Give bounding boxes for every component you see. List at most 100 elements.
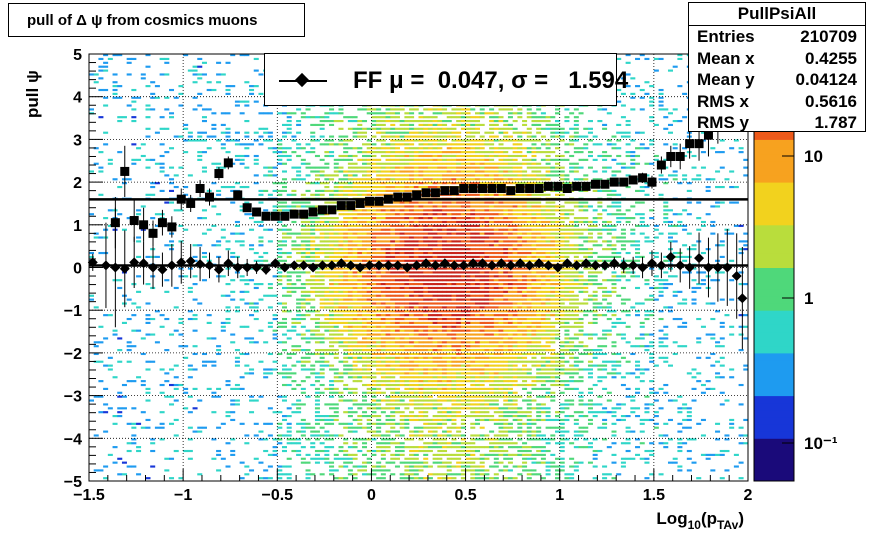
heatmap-cell <box>423 345 429 348</box>
heatmap-cell <box>493 383 499 387</box>
heatmap-cell <box>432 108 438 111</box>
heatmap-cell <box>329 178 335 181</box>
heatmap-cell <box>390 329 396 332</box>
heatmap-cell <box>234 240 240 243</box>
heatmap-cell <box>296 286 302 290</box>
heatmap-cell <box>446 228 452 231</box>
heatmap-cell <box>409 139 415 142</box>
heatmap-cell <box>470 415 476 418</box>
heatmap-cell <box>451 166 457 169</box>
heatmap-cell <box>277 271 283 274</box>
heatmap-cell <box>418 364 424 367</box>
heatmap-cell <box>263 131 269 134</box>
heatmap-cell <box>366 174 372 177</box>
heatmap-cell <box>145 116 151 119</box>
heatmap-cell <box>404 224 410 227</box>
heatmap-cell <box>460 399 466 402</box>
heatmap-cell <box>164 279 170 282</box>
heatmap-cell <box>437 166 443 169</box>
heatmap-cell <box>305 368 311 371</box>
heatmap-cell <box>399 127 405 130</box>
heatmap-cell <box>432 119 438 123</box>
heatmap-cell <box>253 158 259 161</box>
heatmap-cell <box>239 143 245 146</box>
heatmap-cell <box>413 418 419 422</box>
heatmap-cell <box>324 174 330 177</box>
heatmap-cell <box>385 279 391 282</box>
heatmap-cell <box>366 368 372 371</box>
heatmap-cell <box>324 255 330 258</box>
heatmap-cell <box>136 96 142 99</box>
heatmap-cell <box>498 224 504 227</box>
heatmap-cell <box>474 329 480 332</box>
heatmap-cell <box>380 407 386 410</box>
heatmap-cell <box>479 314 485 317</box>
heatmap-cell <box>296 438 302 441</box>
heatmap-cell <box>489 151 495 154</box>
heatmap-cell <box>362 352 368 356</box>
heatmap-cell <box>427 259 433 262</box>
heatmap-cell <box>230 232 236 235</box>
heatmap-cell <box>385 461 391 464</box>
heatmap-cell <box>286 275 292 278</box>
heatmap-cell <box>201 73 207 76</box>
heatmap-cell <box>413 240 419 243</box>
heatmap-cell <box>399 108 405 111</box>
heatmap-cell <box>456 345 462 348</box>
heatmap-cell <box>291 220 297 224</box>
heatmap-cell <box>423 426 429 429</box>
heatmap-cell <box>446 267 452 270</box>
heatmap-cell <box>333 380 339 383</box>
heatmap-cell <box>131 143 137 146</box>
heatmap-cell <box>432 228 438 231</box>
heatmap-cell <box>145 108 151 111</box>
heatmap-cell <box>154 85 160 88</box>
heatmap-cell <box>399 240 405 243</box>
heatmap-cell <box>93 395 99 398</box>
heatmap-cell <box>267 368 273 371</box>
heatmap-cell <box>376 174 382 177</box>
heatmap-cell <box>376 442 382 445</box>
heatmap-cell <box>376 333 382 336</box>
heatmap-cell <box>470 345 476 348</box>
heatmap-cell <box>357 380 363 383</box>
heatmap-cell <box>324 290 330 293</box>
heatmap-cell <box>442 283 448 286</box>
heatmap-cell <box>394 442 400 445</box>
heatmap-cell <box>418 391 424 394</box>
heatmap-cell <box>498 321 504 324</box>
heatmap-cell <box>437 154 443 158</box>
heatmap-cell <box>380 399 386 402</box>
heatmap-cell <box>451 306 457 309</box>
heatmap-cell <box>493 368 499 371</box>
heatmap-cell <box>281 209 287 212</box>
heatmap-cell <box>362 426 368 429</box>
heatmap-cell <box>371 399 377 402</box>
heatmap-cell <box>493 442 499 445</box>
heatmap-cell <box>413 131 419 134</box>
heatmap-cell <box>371 356 377 359</box>
heatmap-cell <box>427 337 433 340</box>
heatmap-cell <box>456 220 462 224</box>
heatmap-cell <box>498 275 504 278</box>
heatmap-cell <box>343 143 349 146</box>
heatmap-cell <box>281 244 287 247</box>
heatmap-cell <box>291 438 297 441</box>
heatmap-cell <box>465 248 471 251</box>
heatmap-cell <box>352 333 358 336</box>
heatmap-cell <box>493 422 499 425</box>
heatmap-cell <box>493 275 499 278</box>
heatmap-cell <box>446 383 452 387</box>
heatmap-cell <box>93 352 99 356</box>
heatmap-cell <box>399 329 405 332</box>
heatmap-cell <box>503 449 509 453</box>
heatmap-cell <box>409 391 415 394</box>
heatmap-cell <box>474 240 480 243</box>
heatmap-cell <box>131 422 137 425</box>
heatmap-cell <box>329 418 335 422</box>
heatmap-cell <box>418 271 424 274</box>
heatmap-cell <box>347 279 353 282</box>
heatmap-cell <box>493 279 499 282</box>
heatmap-cell <box>319 376 325 379</box>
heatmap-cell <box>376 302 382 305</box>
